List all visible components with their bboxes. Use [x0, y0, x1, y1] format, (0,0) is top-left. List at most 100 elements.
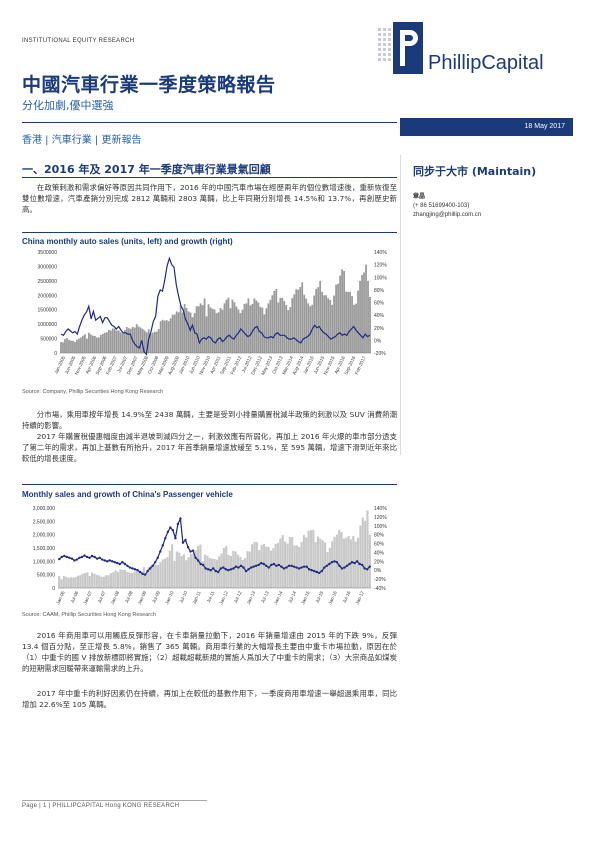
- chart2-bar: [312, 529, 315, 588]
- chart1-bar: [295, 289, 298, 353]
- chart1-bar: [111, 328, 114, 353]
- chart2-growth-point: [229, 568, 233, 571]
- chart1-bar: [313, 295, 316, 353]
- chart1-bar: [101, 333, 104, 353]
- chart2-growth-point: [234, 565, 238, 568]
- chart2-bar: [74, 577, 77, 588]
- chart1-bar: [331, 304, 334, 353]
- chart2-bar: [265, 546, 268, 588]
- chart1-bar: [329, 299, 332, 353]
- paragraph-2: 分市場，乘用車按年增長 14.9%至 2438 萬輛，主要是受到小排量購置稅減半…: [22, 410, 397, 430]
- chart1-bar: [123, 329, 126, 353]
- chart2-growth-point: [295, 566, 298, 569]
- chart2-bar: [314, 542, 317, 588]
- chart2-growth-point: [348, 562, 351, 566]
- chart2-bar: [220, 553, 223, 588]
- chart2-growth-point: [60, 555, 63, 559]
- chart2-growth-point: [353, 561, 356, 565]
- chart1-bar: [141, 329, 144, 353]
- chart1-bar: [90, 334, 92, 353]
- chart2-bar: [119, 569, 122, 588]
- chart2-bar: [109, 573, 113, 588]
- chart1-right-tick: 40%: [374, 313, 385, 319]
- chart2-bar: [251, 544, 254, 588]
- chart1-bar: [353, 304, 355, 353]
- analyst-email[interactable]: zhangjing@phillip.com.cn: [413, 212, 482, 218]
- chart2-bar: [302, 534, 305, 588]
- chart2-bar: [241, 560, 244, 588]
- chart2-growth-point: [73, 559, 76, 562]
- chart2-growth-point: [206, 568, 210, 571]
- chart2-growth-point: [68, 556, 71, 559]
- chart2-rule: [22, 484, 397, 485]
- chart2-bar: [319, 538, 322, 588]
- chart2-growth-point: [305, 565, 308, 568]
- chart2-growth-point: [141, 572, 144, 575]
- chart2-growth-point: [90, 554, 94, 558]
- chart2-x-label: Jan-12: [219, 590, 230, 605]
- chart1-bar: [335, 284, 338, 353]
- chart2-growth-point: [133, 568, 137, 571]
- chart2-growth-point: [224, 568, 228, 571]
- chart2-bar: [211, 558, 214, 588]
- chart1-bar: [273, 290, 276, 353]
- chart2-growth-point: [247, 568, 250, 571]
- chart1-bar: [197, 306, 200, 353]
- chart1-bar: [271, 295, 274, 353]
- chart2-growth-point: [88, 556, 91, 559]
- chart2-growth-line: [58, 516, 371, 576]
- chart2-bar: [133, 571, 136, 588]
- report-date: 18 May 2017: [400, 118, 573, 136]
- chart2-bar: [300, 542, 303, 588]
- chart2-bar: [192, 553, 195, 588]
- chart2-growth-point: [343, 566, 346, 569]
- chart2-growth-point: [335, 561, 339, 564]
- chart1-bar: [199, 303, 202, 353]
- chart2-growth-point: [318, 571, 321, 575]
- chart2-growth-point: [252, 565, 255, 568]
- chart1-bar: [187, 311, 190, 353]
- chart1-bar: [259, 306, 262, 353]
- chart2-bar: [305, 537, 308, 588]
- chart1-bar: [207, 304, 210, 353]
- chart1-bar: [205, 316, 208, 353]
- chart2-growth-point: [328, 562, 331, 566]
- report-title: 中國汽車行業一季度策略報告: [22, 74, 276, 96]
- chart2-growth-point: [63, 554, 66, 558]
- chart2-x-label: Jan-10: [164, 590, 175, 605]
- chart1-bar: [283, 301, 286, 353]
- chart2-growth-point: [257, 563, 260, 567]
- company-logo: [374, 20, 574, 90]
- chart1-bar: [291, 298, 294, 353]
- chart2-bar: [272, 548, 275, 588]
- chart2-bar: [331, 541, 334, 588]
- chart1-svg: 0 500000 1000000 1500000 2000000 2500000 30000…: [38, 250, 388, 376]
- analyst-info: 章晶 (+ 86 51699400-103) zhangjing@phillip…: [413, 193, 481, 220]
- chart2-source: Source: CAAM, Phillip Securities Hong Ko…: [22, 612, 156, 618]
- chart2-bar: [164, 558, 167, 588]
- chart2-bar: [114, 570, 117, 588]
- chart1-bar: [113, 328, 116, 353]
- chart1-bar: [203, 298, 206, 353]
- chart2-growth-point: [138, 570, 142, 574]
- chart2-growth-point: [313, 569, 316, 573]
- chart1-bar: [221, 309, 224, 353]
- chart1-bar: [225, 299, 228, 353]
- report-subtitle: 分化加劇,優中選強: [22, 99, 114, 112]
- chart1-bar: [223, 303, 226, 353]
- chart1-bar: [82, 335, 84, 353]
- chart2-growth-point: [123, 562, 127, 566]
- chart1-bar: [195, 306, 198, 353]
- chart1-bar: [261, 307, 264, 353]
- chart1-bar: [66, 337, 68, 353]
- chart2-growth-point: [262, 562, 265, 566]
- chart2-bar: [126, 572, 129, 588]
- chart1-bar: [349, 291, 351, 353]
- chart2-bar: [168, 550, 171, 588]
- chart2-bar: [67, 577, 70, 588]
- chart1-bar: [155, 331, 158, 353]
- chart2-growth-point: [358, 562, 361, 566]
- chart2-bar: [124, 569, 127, 588]
- chart2-bar: [236, 554, 240, 588]
- chart2-growth-point: [363, 567, 366, 570]
